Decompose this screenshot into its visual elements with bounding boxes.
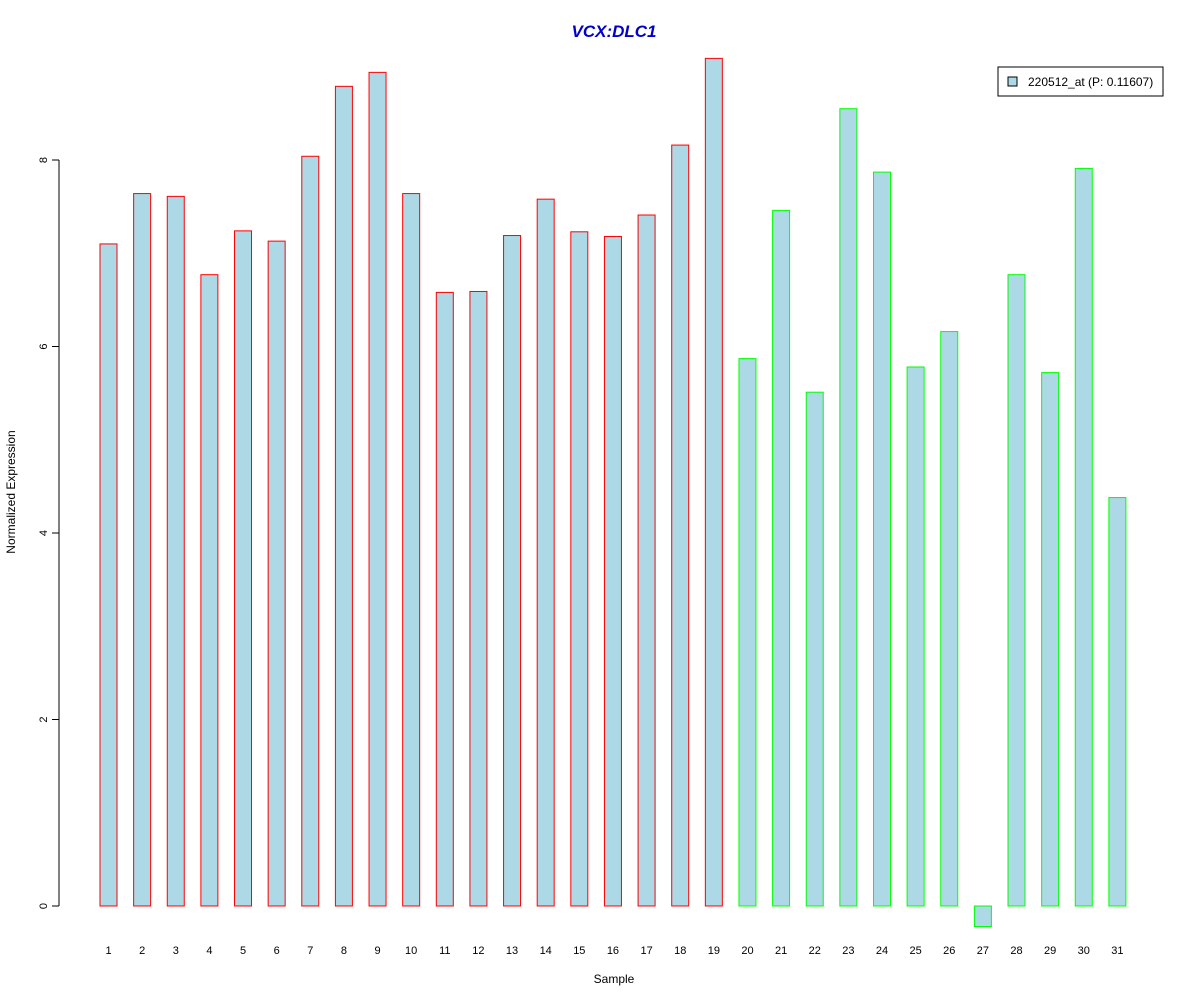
bar-sample-3 (166, 195, 185, 907)
x-tick-label: 15 (573, 945, 585, 957)
chart-title: VCX:DLC1 (571, 22, 656, 41)
bar-sample-30 (1074, 167, 1093, 907)
bar-sample-31 (1108, 497, 1127, 907)
y-tick-label: 8 (38, 157, 50, 163)
x-tick-label: 22 (809, 945, 821, 957)
y-tick-label: 6 (38, 343, 50, 349)
bar-sample-27 (973, 905, 992, 928)
x-tick-label: 8 (341, 945, 347, 957)
x-tick-label: 27 (977, 945, 989, 957)
bar-sample-10 (402, 193, 421, 907)
y-axis: 0 2 4 6 8 (38, 157, 60, 909)
x-tick-label: 20 (741, 945, 753, 957)
x-tick-label: 25 (909, 945, 921, 957)
x-tick-label: 9 (374, 945, 380, 957)
x-tick-label: 7 (307, 945, 313, 957)
bar-sample-20 (738, 358, 757, 907)
bar-sample-29 (1041, 372, 1060, 907)
x-tick-label: 31 (1111, 945, 1123, 957)
y-tick-label: 0 (38, 903, 50, 909)
bar-sample-26 (940, 331, 959, 907)
bar-sample-14 (536, 198, 555, 907)
legend-swatch (1007, 76, 1018, 87)
bar-sample-9 (368, 71, 387, 907)
x-tick-label: 12 (472, 945, 484, 957)
bar-sample-1 (99, 243, 118, 907)
bar-sample-23 (839, 108, 858, 907)
x-tick-label: 10 (405, 945, 417, 957)
x-tick-label: 5 (240, 945, 246, 957)
bar-sample-6 (267, 240, 286, 907)
x-tick-label: 18 (674, 945, 686, 957)
x-tick-label: 23 (842, 945, 854, 957)
x-tick-label: 29 (1044, 945, 1056, 957)
x-tick-label: 28 (1010, 945, 1022, 957)
bar-sample-19 (704, 57, 723, 907)
bar-sample-4 (200, 274, 219, 907)
bar-sample-17 (637, 214, 656, 907)
bar-sample-2 (133, 193, 152, 907)
x-tick-label: 13 (506, 945, 518, 957)
bar-sample-11 (435, 291, 454, 907)
bar-sample-15 (570, 231, 589, 907)
x-tick-label: 17 (640, 945, 652, 957)
y-tick-label: 2 (38, 716, 50, 722)
bar-sample-24 (872, 171, 891, 907)
bar-sample-8 (334, 85, 353, 907)
x-tick-label: 6 (274, 945, 280, 957)
x-tick-label: 2 (139, 945, 145, 957)
y-axis-label: Normalized Expression (4, 430, 18, 553)
bar-sample-28 (1007, 274, 1026, 907)
bars-layer (99, 57, 1127, 928)
bar-sample-16 (603, 235, 622, 907)
x-tick-label: 4 (206, 945, 212, 957)
bar-sample-7 (301, 155, 320, 907)
x-tick-label: 30 (1078, 945, 1090, 957)
bar-sample-22 (805, 391, 824, 907)
bar-sample-21 (772, 209, 791, 907)
x-tick-label: 26 (943, 945, 955, 957)
bar-sample-13 (503, 235, 522, 907)
x-axis-label: Sample (594, 972, 635, 986)
x-tick-label: 24 (876, 945, 888, 957)
bar-sample-18 (671, 144, 690, 907)
bar-sample-5 (234, 230, 253, 907)
x-tick-label: 21 (775, 945, 787, 957)
x-tick-label: 16 (607, 945, 619, 957)
legend-label: 220512_at (P: 0.11607) (1028, 75, 1153, 89)
bar-sample-12 (469, 290, 488, 907)
legend-box (997, 66, 1164, 97)
x-tick-label: 3 (173, 945, 179, 957)
x-tick-label: 11 (439, 945, 450, 957)
bar-sample-25 (906, 366, 925, 907)
x-tick-labels: 1 2 3 4 5 6 7 8 9 10 11 12 13 14 15 16 17 18 19 20 21 22 23 24 2… (105, 945, 1123, 957)
x-tick-label: 19 (708, 945, 720, 957)
y-tick-label: 4 (38, 530, 50, 536)
legend: 220512_at (P: 0.11607) (997, 66, 1164, 97)
x-tick-label: 14 (540, 945, 552, 957)
x-tick-label: 1 (105, 945, 111, 957)
